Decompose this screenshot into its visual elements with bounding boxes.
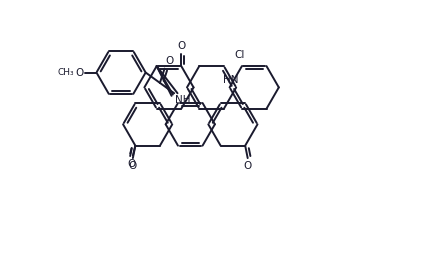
Text: O: O <box>129 161 137 171</box>
Text: HN: HN <box>222 75 238 85</box>
Text: O: O <box>244 161 252 171</box>
Text: Cl: Cl <box>234 50 245 60</box>
Text: O: O <box>177 41 185 51</box>
Text: O: O <box>165 56 173 66</box>
Text: O: O <box>75 68 83 77</box>
Text: CH₃: CH₃ <box>57 68 74 77</box>
Text: O: O <box>127 159 135 169</box>
Text: NH: NH <box>175 95 190 105</box>
